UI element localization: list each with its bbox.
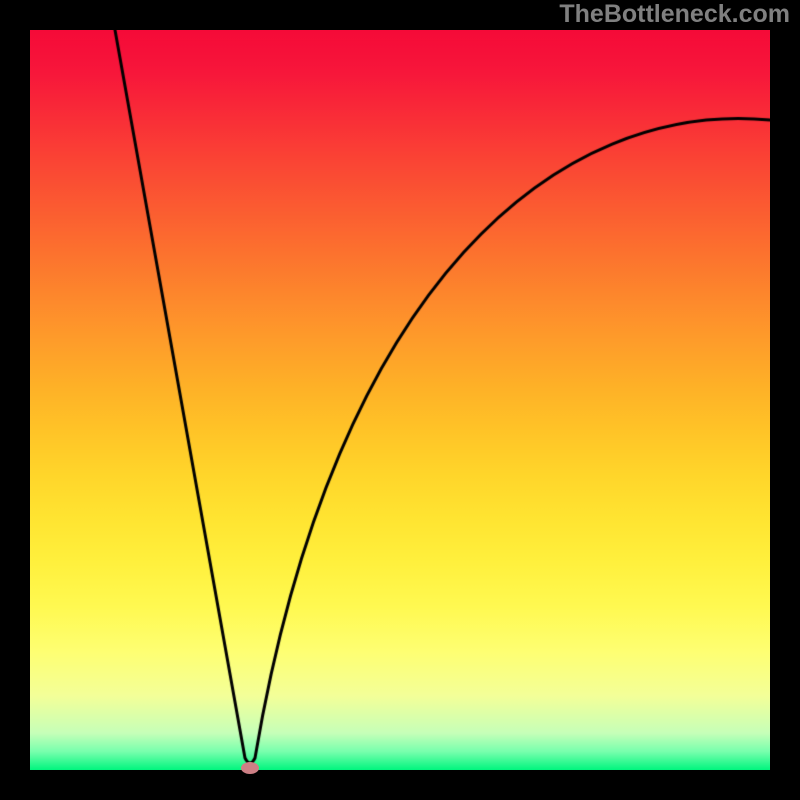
optimal-point-marker bbox=[241, 762, 259, 774]
watermark-text: TheBottleneck.com bbox=[559, 0, 790, 29]
bottleneck-curve bbox=[0, 0, 800, 800]
chart-stage: TheBottleneck.com bbox=[0, 0, 800, 800]
